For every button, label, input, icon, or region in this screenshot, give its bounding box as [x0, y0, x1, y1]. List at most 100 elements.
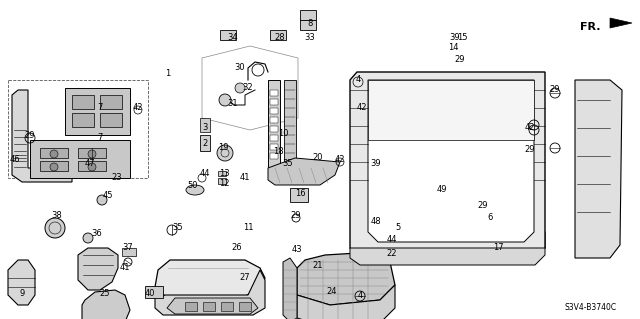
Text: 7: 7 [97, 133, 102, 143]
Text: 41: 41 [240, 174, 250, 182]
Text: 39: 39 [371, 159, 381, 167]
Text: 19: 19 [218, 144, 228, 152]
Bar [270, 30, 286, 40]
Bar [270, 144, 278, 150]
Bar [270, 108, 278, 114]
Circle shape [217, 145, 233, 161]
Polygon shape [498, 225, 545, 255]
Bar [220, 30, 236, 40]
Text: 43: 43 [292, 246, 302, 255]
Text: 3: 3 [202, 123, 208, 132]
Polygon shape [268, 158, 340, 185]
Bar [368, 80, 534, 140]
Text: 20: 20 [313, 153, 323, 162]
Polygon shape [8, 260, 35, 305]
Text: 29: 29 [455, 56, 465, 64]
Bar [72, 95, 94, 109]
Bar [218, 178, 226, 184]
Text: 42: 42 [525, 123, 535, 132]
Bar [270, 126, 278, 132]
Polygon shape [575, 80, 622, 258]
Bar [40, 148, 68, 158]
Text: 42: 42 [335, 155, 345, 165]
Text: 40: 40 [145, 288, 156, 298]
Circle shape [235, 83, 245, 93]
Circle shape [355, 291, 365, 301]
Text: 10: 10 [278, 130, 288, 138]
Polygon shape [82, 290, 130, 319]
Text: 24: 24 [327, 286, 337, 295]
Text: 29: 29 [477, 202, 488, 211]
Text: 42: 42 [132, 103, 143, 113]
Text: 49: 49 [436, 186, 447, 195]
Text: 32: 32 [243, 84, 253, 93]
Circle shape [83, 233, 93, 243]
Bar [270, 90, 278, 96]
Polygon shape [30, 140, 130, 178]
Polygon shape [610, 18, 632, 28]
Bar [390, 252, 405, 264]
Bar [78, 161, 106, 171]
Polygon shape [155, 260, 265, 296]
Text: S3V4-B3740C: S3V4-B3740C [565, 303, 617, 312]
Circle shape [50, 163, 58, 171]
Text: 21: 21 [313, 262, 323, 271]
Text: 15: 15 [457, 33, 467, 42]
Bar [200, 118, 210, 132]
Text: 37: 37 [123, 243, 133, 253]
Polygon shape [350, 248, 545, 265]
Text: 17: 17 [493, 242, 503, 251]
Bar [218, 171, 226, 176]
Bar [145, 286, 163, 298]
Bar [185, 302, 197, 311]
Text: FR.: FR. [580, 22, 600, 32]
Polygon shape [350, 72, 545, 258]
Text: 35: 35 [283, 159, 293, 167]
Circle shape [88, 150, 96, 158]
Text: 25: 25 [100, 288, 110, 298]
Polygon shape [12, 90, 72, 182]
Polygon shape [370, 198, 412, 248]
Bar [40, 161, 68, 171]
Text: 2: 2 [202, 138, 207, 147]
Text: 22: 22 [387, 249, 397, 258]
Text: 36: 36 [92, 228, 102, 238]
Bar [72, 113, 94, 127]
Polygon shape [78, 248, 118, 290]
Polygon shape [297, 252, 395, 305]
Bar [200, 135, 210, 151]
Polygon shape [268, 80, 280, 168]
Circle shape [437, 190, 449, 202]
Text: 8: 8 [307, 19, 313, 27]
Text: 29: 29 [525, 145, 535, 154]
Polygon shape [167, 298, 258, 314]
Text: 18: 18 [273, 147, 284, 157]
Text: 12: 12 [219, 179, 229, 188]
Circle shape [50, 150, 58, 158]
Text: 34: 34 [228, 33, 238, 42]
Text: 29: 29 [291, 211, 301, 219]
Text: 50: 50 [188, 181, 198, 189]
Text: 47: 47 [84, 159, 95, 167]
Text: 38: 38 [52, 211, 62, 219]
Polygon shape [410, 198, 508, 248]
Text: 29: 29 [25, 130, 35, 139]
Text: 29: 29 [550, 85, 560, 94]
Bar [290, 188, 308, 202]
Text: 33: 33 [305, 33, 316, 42]
Polygon shape [155, 270, 265, 315]
Polygon shape [283, 258, 297, 319]
Text: 39: 39 [450, 33, 460, 42]
Text: 41: 41 [120, 263, 131, 272]
Text: 14: 14 [448, 43, 458, 53]
Text: 42: 42 [356, 103, 367, 113]
Bar [270, 135, 278, 141]
Text: 16: 16 [294, 189, 305, 197]
Text: 35: 35 [173, 224, 183, 233]
Text: 27: 27 [240, 273, 250, 283]
Text: 45: 45 [103, 190, 113, 199]
Bar [300, 20, 316, 30]
Circle shape [219, 94, 231, 106]
Text: 7: 7 [97, 103, 102, 113]
Bar [239, 302, 251, 311]
